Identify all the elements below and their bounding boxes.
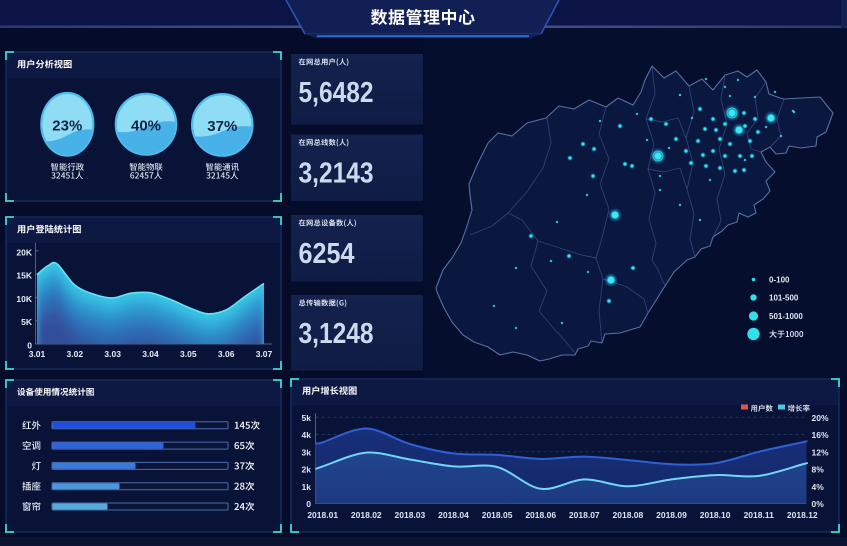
svg-text:3.05: 3.05 — [180, 349, 197, 359]
svg-text:2018.03: 2018.03 — [395, 510, 426, 520]
svg-text:0: 0 — [306, 499, 311, 509]
svg-text:20K: 20K — [16, 247, 32, 257]
svg-text:2018.02: 2018.02 — [351, 510, 382, 520]
svg-text:40%: 40% — [131, 117, 161, 134]
svg-text:3.04: 3.04 — [142, 349, 159, 359]
svg-text:501-1000: 501-1000 — [769, 312, 803, 321]
svg-text:0%: 0% — [812, 499, 825, 509]
svg-text:16%: 16% — [812, 430, 829, 440]
svg-text:3,1248: 3,1248 — [299, 318, 374, 350]
svg-text:5K: 5K — [21, 317, 33, 327]
svg-text:3.03: 3.03 — [104, 349, 121, 359]
svg-text:3k: 3k — [302, 447, 312, 457]
svg-text:3.02: 3.02 — [67, 349, 84, 359]
svg-text:2018.04: 2018.04 — [438, 510, 469, 520]
svg-text:2018.08: 2018.08 — [613, 510, 644, 520]
svg-text:5k: 5k — [302, 413, 312, 423]
svg-text:15K: 15K — [16, 271, 32, 281]
svg-text:6254: 6254 — [299, 238, 355, 270]
svg-text:2018.12: 2018.12 — [787, 510, 818, 520]
svg-text:4%: 4% — [812, 482, 825, 492]
svg-text:37%: 37% — [207, 118, 237, 135]
svg-text:3,2143: 3,2143 — [299, 158, 374, 190]
svg-text:4k: 4k — [302, 430, 312, 440]
svg-text:2018.10: 2018.10 — [700, 510, 731, 520]
svg-text:10K: 10K — [16, 294, 32, 304]
svg-text:0: 0 — [27, 341, 32, 351]
svg-text:2018.09: 2018.09 — [656, 510, 687, 520]
svg-text:20%: 20% — [812, 413, 829, 423]
svg-text:2018.11: 2018.11 — [744, 510, 775, 520]
svg-text:3.07: 3.07 — [256, 349, 273, 359]
svg-text:2018.07: 2018.07 — [569, 510, 600, 520]
svg-text:2k: 2k — [302, 465, 312, 475]
svg-text:2018.06: 2018.06 — [525, 510, 556, 520]
svg-text:12%: 12% — [812, 447, 829, 457]
svg-text:2018.01: 2018.01 — [307, 510, 338, 520]
svg-text:2018.05: 2018.05 — [482, 510, 513, 520]
svg-text:1k: 1k — [302, 482, 312, 492]
svg-text:5,6482: 5,6482 — [299, 77, 374, 109]
svg-text:3.01: 3.01 — [29, 349, 46, 359]
svg-text:23%: 23% — [52, 117, 82, 134]
svg-text:101-500: 101-500 — [769, 294, 799, 303]
svg-text:8%: 8% — [812, 465, 825, 475]
svg-text:3.06: 3.06 — [218, 349, 235, 359]
svg-text:0-100: 0-100 — [769, 276, 790, 285]
